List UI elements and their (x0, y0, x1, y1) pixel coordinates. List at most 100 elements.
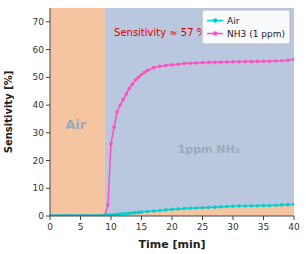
x-tick (50, 216, 51, 220)
series-marker (158, 64, 162, 68)
x-tick-label: 35 (258, 222, 269, 232)
series-marker (195, 206, 199, 210)
series-group (50, 58, 294, 216)
y-tick (46, 105, 50, 106)
series-marker (201, 206, 205, 210)
x-tick (172, 216, 173, 220)
y-tick-label: 60 (33, 45, 45, 55)
series-marker (112, 125, 116, 129)
x-tick-label: 25 (197, 222, 208, 232)
series-marker (134, 211, 138, 215)
series-marker (207, 206, 211, 210)
series-marker (268, 59, 272, 63)
axes: 0510152025303540010203040506070 (33, 8, 300, 232)
series-marker (280, 203, 284, 207)
y-tick (46, 77, 50, 78)
chart: Air 1ppm NH₃ Sensitivity ≈ 57 % 0 5 10 15 20 25 3… (0, 0, 306, 254)
series-marker (158, 209, 162, 213)
series-marker (106, 203, 110, 207)
series-marker (219, 205, 223, 209)
legend: AirNH3 (1 ppm) (202, 10, 290, 44)
series-marker (256, 204, 260, 208)
y-tick-label: 70 (33, 17, 45, 27)
series-marker (262, 204, 266, 208)
x-tick (80, 216, 81, 220)
series-marker (195, 61, 199, 65)
series-marker (292, 58, 294, 62)
x-tick-label: 15 (136, 222, 147, 232)
series-marker (280, 59, 284, 63)
y-tick (46, 21, 50, 22)
x-tick-label: 20 (166, 222, 178, 232)
series-marker (237, 204, 241, 208)
y-tick (46, 216, 50, 217)
series-marker (131, 82, 135, 86)
x-tick (294, 216, 295, 220)
series-marker (213, 61, 217, 65)
watermark-label: 1ppm NH₃ (178, 143, 240, 156)
series-marker (274, 203, 278, 207)
watermark-label: Air (65, 117, 87, 132)
series-marker (140, 210, 144, 214)
y-tick-label: 0 (38, 211, 44, 221)
series (50, 203, 294, 216)
series-marker (124, 212, 128, 216)
x-tick-label: 30 (227, 222, 239, 232)
x-tick-label: 5 (78, 222, 84, 232)
series-marker (170, 63, 174, 67)
series-marker (243, 60, 247, 64)
series-marker (128, 87, 132, 91)
series-marker (140, 73, 144, 77)
x-tick (263, 216, 264, 220)
series-marker (182, 62, 186, 66)
series-marker (170, 208, 174, 212)
y-tick-label: 50 (33, 72, 45, 82)
series-marker (115, 110, 119, 114)
series-marker (231, 204, 235, 208)
y-tick-label: 30 (33, 128, 45, 138)
y-tick (46, 49, 50, 50)
series-marker (164, 208, 168, 212)
y-axis-line (50, 8, 51, 216)
series-marker (134, 78, 138, 82)
series-marker (201, 61, 205, 65)
y-tick (46, 160, 50, 161)
series-marker (118, 212, 122, 216)
y-tick-label: 20 (33, 156, 45, 166)
series-marker (152, 66, 156, 70)
x-axis-label: Time [min] (138, 238, 205, 251)
series-marker (146, 210, 150, 214)
x-tick (111, 216, 112, 220)
series-marker (124, 92, 128, 96)
series-marker (243, 204, 247, 208)
series-marker (176, 207, 180, 211)
series-marker (237, 60, 241, 64)
x-tick (202, 216, 203, 220)
series-marker (137, 76, 141, 80)
series-marker (286, 203, 290, 207)
series-marker (189, 206, 193, 210)
series-marker (250, 204, 254, 208)
series-marker (128, 211, 132, 215)
series-marker (121, 98, 125, 102)
x-tick-label: 10 (105, 222, 117, 232)
series-marker (137, 211, 141, 215)
series-marker (286, 58, 290, 62)
series-marker (109, 142, 113, 146)
y-axis-label: Sensitivity [%] (3, 71, 14, 154)
legend-label: NH3 (1 ppm) (227, 29, 285, 39)
background-span (50, 8, 105, 216)
x-tick (233, 216, 234, 220)
annotation: Sensitivity ≈ 57 % (114, 27, 206, 38)
series-marker (225, 205, 229, 209)
series-marker (176, 62, 180, 66)
series-marker (182, 207, 186, 211)
series-marker (225, 60, 229, 64)
x-tick-label: 0 (47, 222, 53, 232)
series-marker (164, 64, 168, 68)
series-marker (121, 212, 125, 216)
plot-area (50, 8, 294, 216)
legend-box (202, 10, 290, 44)
series-marker (256, 60, 260, 64)
y-tick (46, 132, 50, 133)
